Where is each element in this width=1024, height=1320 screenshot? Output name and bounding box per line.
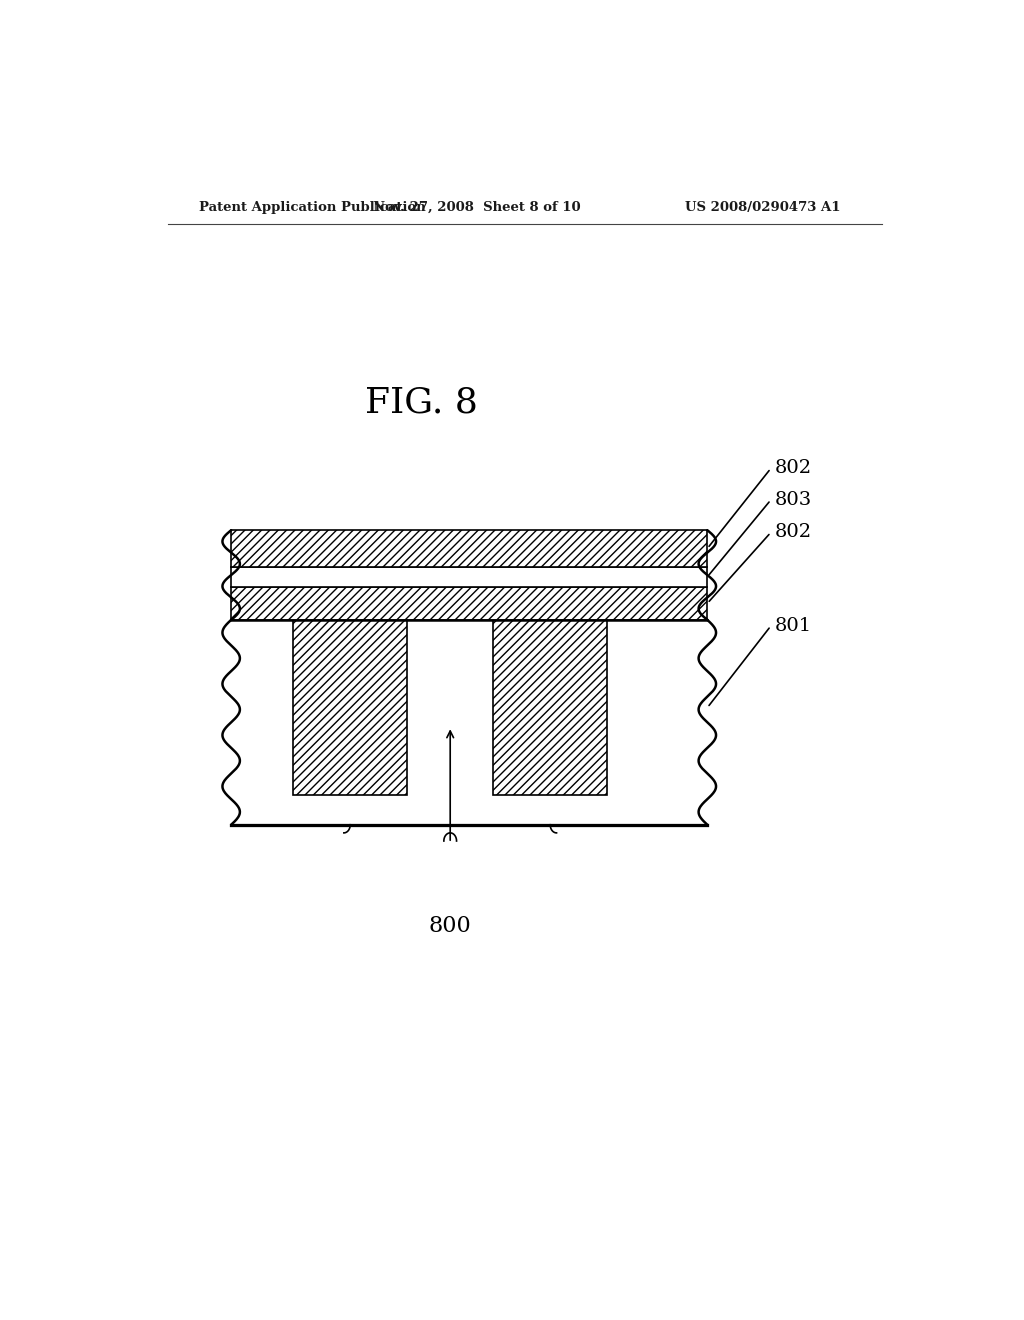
Text: 802: 802 bbox=[775, 524, 812, 541]
Bar bbox=[231, 566, 708, 587]
Text: FIG. 8: FIG. 8 bbox=[366, 385, 478, 420]
Text: Patent Application Publication: Patent Application Publication bbox=[200, 201, 426, 214]
Text: US 2008/0290473 A1: US 2008/0290473 A1 bbox=[685, 201, 841, 214]
Text: 802: 802 bbox=[775, 459, 812, 478]
Bar bbox=[231, 531, 708, 566]
Text: 801: 801 bbox=[775, 616, 812, 635]
Text: 803: 803 bbox=[775, 491, 812, 510]
Bar bbox=[231, 587, 708, 620]
Text: 800: 800 bbox=[428, 915, 471, 937]
Bar bbox=[494, 620, 607, 796]
Text: Nov. 27, 2008  Sheet 8 of 10: Nov. 27, 2008 Sheet 8 of 10 bbox=[374, 201, 581, 214]
Bar bbox=[293, 620, 408, 796]
